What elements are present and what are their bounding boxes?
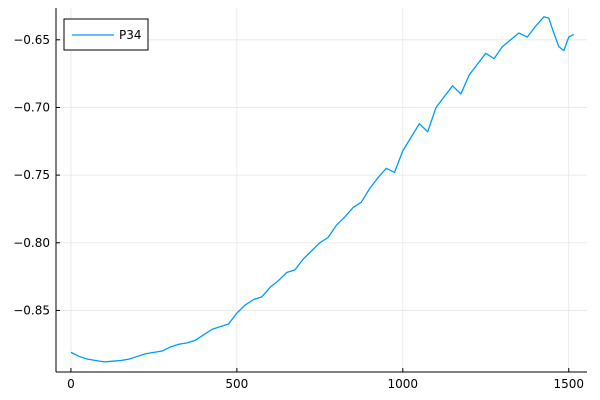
y-ticks: −0.85 −0.80 −0.75 −0.70 −0.65 bbox=[13, 33, 60, 317]
axes bbox=[55, 8, 587, 373]
x-tick-label: 0 bbox=[67, 377, 75, 391]
y-tick-label: −0.85 bbox=[13, 303, 50, 317]
y-tick-label: −0.65 bbox=[13, 33, 50, 47]
legend-label-p34: P34 bbox=[119, 28, 142, 42]
grid-lines bbox=[56, 8, 587, 372]
x-tick-label: 500 bbox=[225, 377, 248, 391]
series-layer bbox=[70, 16, 575, 363]
x-tick-label: 1000 bbox=[388, 377, 419, 391]
x-ticks: 0 500 1000 1500 bbox=[67, 368, 584, 391]
y-tick-label: −0.70 bbox=[13, 100, 50, 114]
y-tick-label: −0.75 bbox=[13, 168, 50, 182]
legend: P34 bbox=[63, 18, 149, 51]
series-line-p34 bbox=[70, 16, 575, 363]
x-tick-label: 1500 bbox=[553, 377, 584, 391]
y-tick-label: −0.80 bbox=[13, 236, 50, 250]
